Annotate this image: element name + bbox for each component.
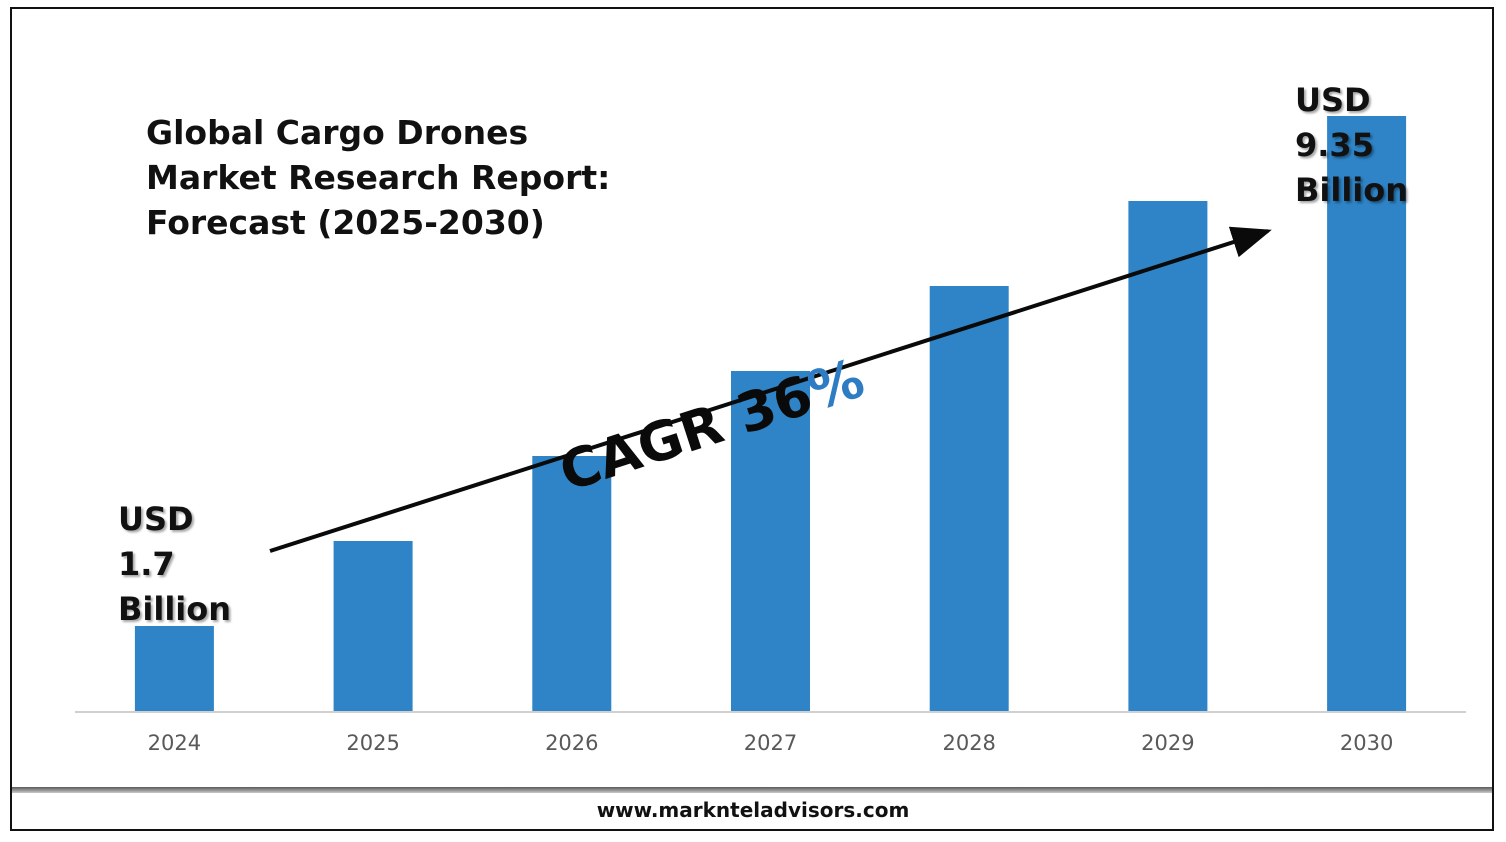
footer-website-link[interactable]: www.marknteladvisors.com [596,798,910,822]
footer-divider [12,787,1492,793]
bar-2028 [929,286,1009,711]
x-tick-label-2025: 2025 [346,731,399,755]
title-line-2: Market Research Report: [146,158,611,197]
x-tick-label-2028: 2028 [942,731,995,755]
title-line-3: Forecast (2025-2030) [146,203,545,242]
x-tick-label-2027: 2027 [744,731,797,755]
chart-title: Global Cargo Drones Market Research Repo… [146,110,610,245]
x-tick-label-2030: 2030 [1340,731,1393,755]
bar-2026 [532,456,612,711]
x-tick-label-2024: 2024 [148,731,201,755]
bars-group [134,116,1407,711]
end-value-unit: Billion [1295,171,1409,209]
bar-2027 [731,371,810,711]
bar-2029 [1128,201,1208,711]
end-value-label: USD 9.35 Billion [1295,78,1408,213]
end-value-currency: USD [1295,81,1371,119]
end-value-amount: 9.35 [1295,126,1374,164]
x-tick-label-2029: 2029 [1141,731,1194,755]
growth-arrow [269,226,1272,553]
bar-2025 [333,541,413,711]
start-value-currency: USD [118,500,194,538]
chart-frame [10,7,1494,831]
start-value-unit: Billion [118,590,232,628]
x-axis-ticks: 2024 2025 2026 2027 2028 2029 2030 [148,731,1394,755]
title-line-1: Global Cargo Drones [146,113,529,152]
start-value-label: USD 1.7 Billion [118,497,231,632]
start-value-amount: 1.7 [118,545,175,583]
bar-2030 [1327,116,1407,711]
bar-2024 [134,626,214,711]
x-tick-label-2026: 2026 [545,731,598,755]
